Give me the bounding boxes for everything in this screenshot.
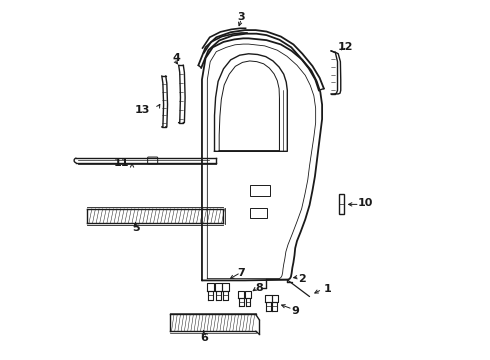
Text: 8: 8 bbox=[255, 283, 263, 293]
Text: 7: 7 bbox=[238, 268, 245, 278]
Text: 13: 13 bbox=[135, 105, 150, 115]
Text: 6: 6 bbox=[200, 333, 208, 343]
Text: 12: 12 bbox=[338, 42, 353, 52]
Text: 5: 5 bbox=[132, 224, 140, 233]
Text: 4: 4 bbox=[173, 53, 181, 63]
Bar bbox=[250, 208, 267, 218]
Bar bbox=[250, 185, 270, 196]
Text: 1: 1 bbox=[323, 284, 331, 294]
Text: 9: 9 bbox=[291, 306, 299, 316]
Text: 2: 2 bbox=[298, 274, 306, 284]
Bar bbox=[339, 194, 344, 214]
Text: 10: 10 bbox=[357, 198, 373, 208]
Text: 3: 3 bbox=[238, 12, 245, 22]
Text: 11: 11 bbox=[114, 158, 129, 168]
